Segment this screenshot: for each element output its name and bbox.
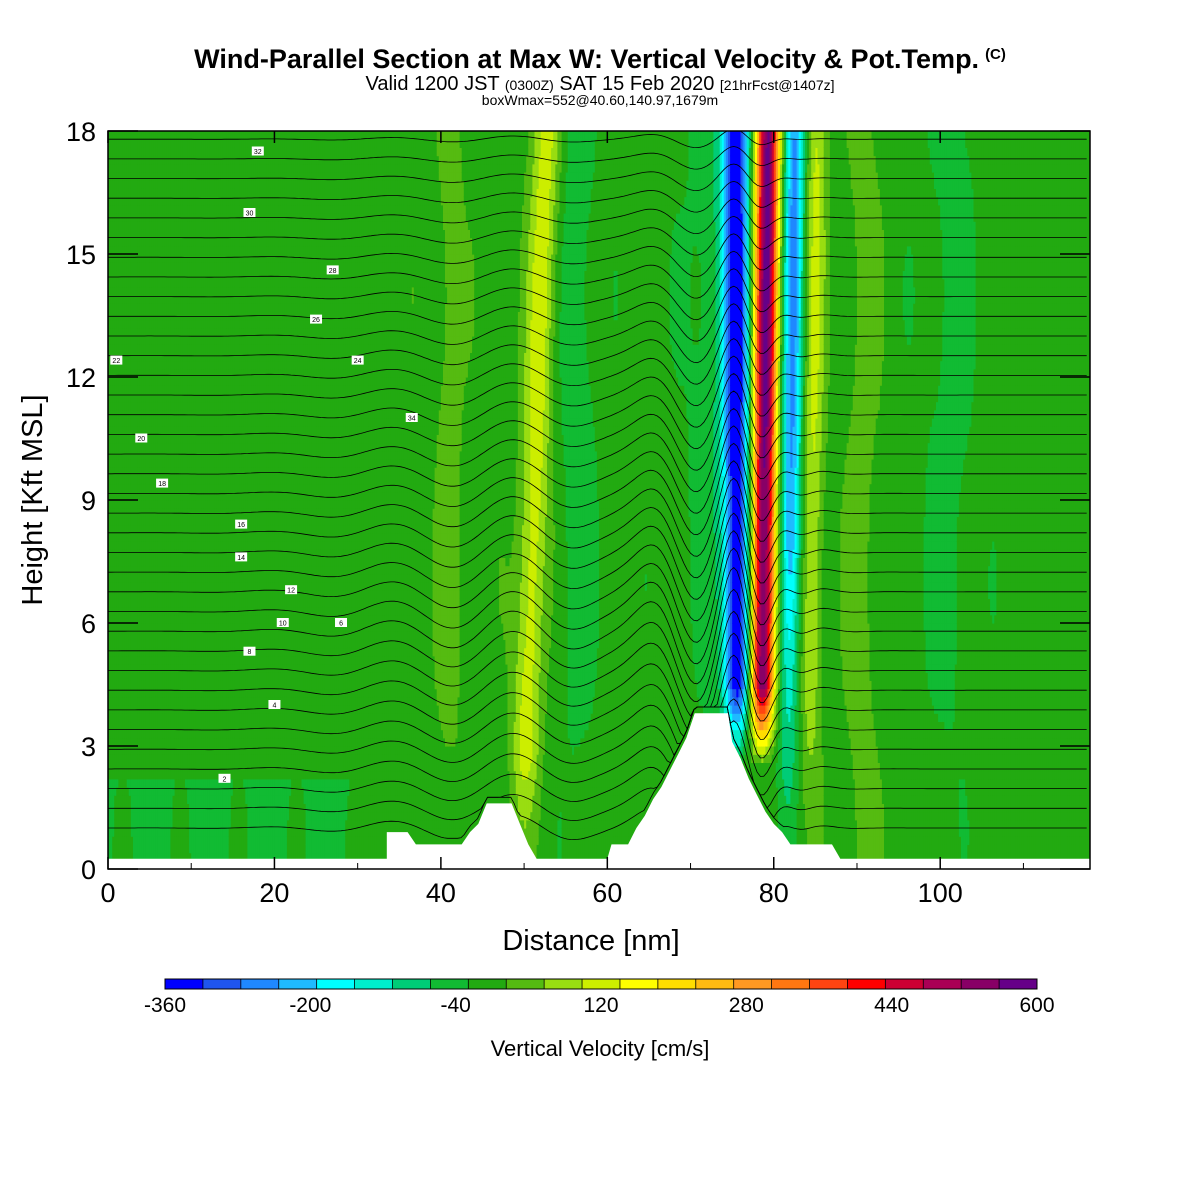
section-plot: 246810121416182022 242628303234 0 20 40 60 80…: [0, 0, 1200, 1200]
velocity-field: [108, 123, 1091, 870]
